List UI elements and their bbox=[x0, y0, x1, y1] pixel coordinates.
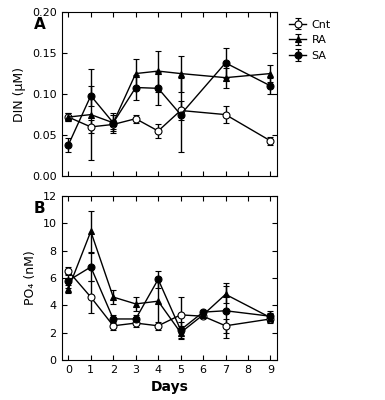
X-axis label: Days: Days bbox=[151, 380, 188, 394]
Y-axis label: PO₄ (nM): PO₄ (nM) bbox=[24, 250, 37, 305]
Text: A: A bbox=[33, 17, 45, 32]
Legend: Cnt, RA, SA: Cnt, RA, SA bbox=[287, 18, 333, 63]
Text: B: B bbox=[33, 201, 45, 216]
Y-axis label: DIN (μM): DIN (μM) bbox=[13, 66, 27, 122]
